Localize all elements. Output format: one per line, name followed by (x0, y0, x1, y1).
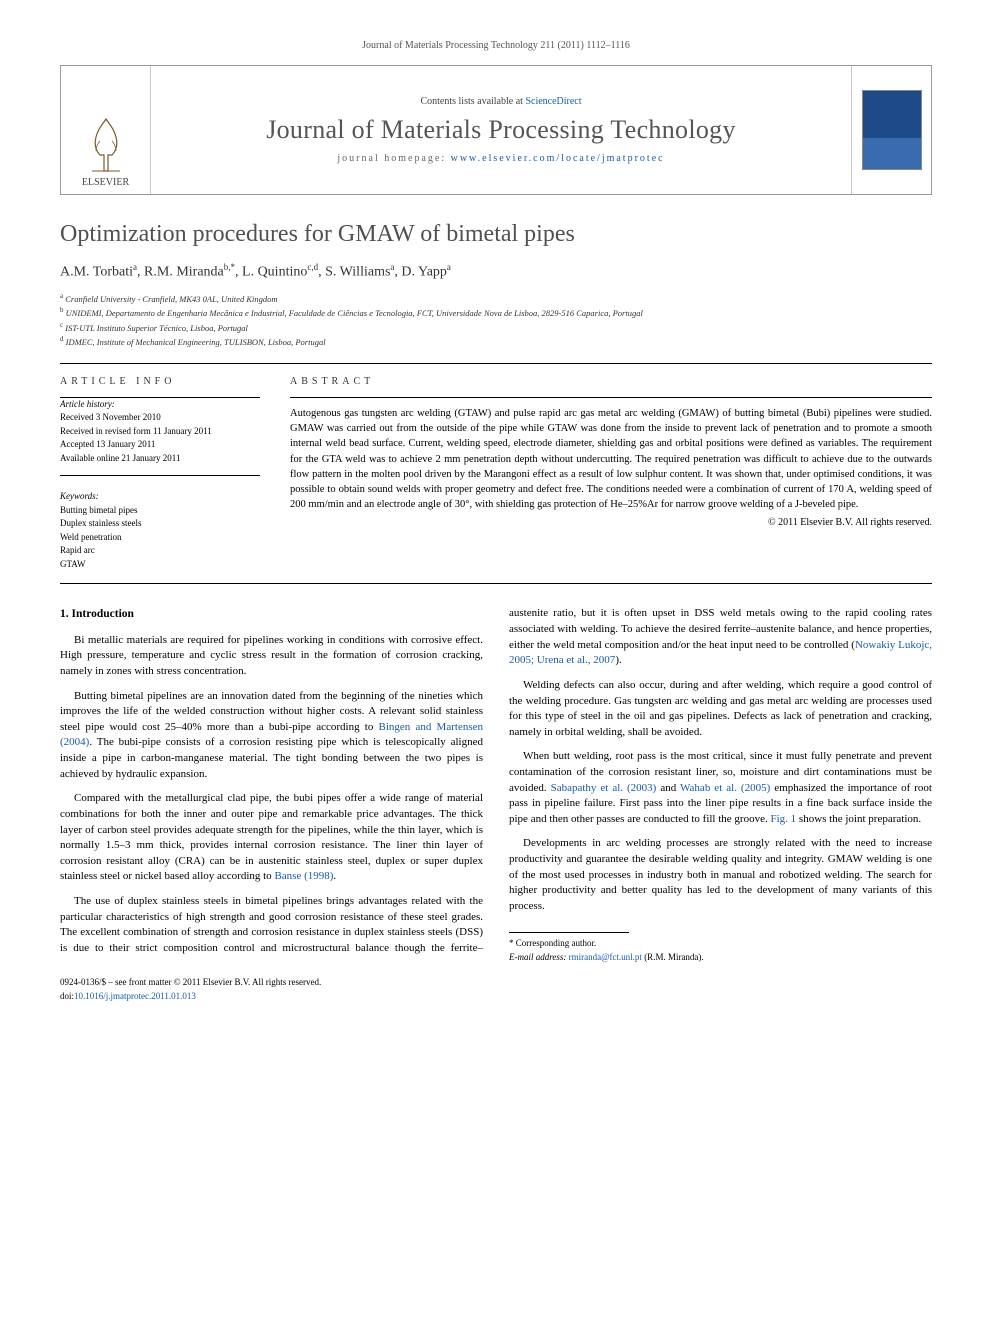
corresponding-email-link[interactable]: rmiranda@fct.unl.pt (569, 952, 642, 962)
homepage-line: journal homepage: www.elsevier.com/locat… (337, 153, 664, 164)
corresponding-author-block: * Corresponding author. E-mail address: … (509, 932, 932, 964)
doi-link[interactable]: 10.1016/j.jmatprotec.2011.01.013 (74, 991, 196, 1001)
affiliation-line: d IDMEC, Institute of Mechanical Enginee… (60, 334, 932, 349)
article-info-column: ARTICLE INFO Article history: Received 3… (60, 376, 260, 572)
affiliation-line: a Cranfield University - Cranfield, MK43… (60, 291, 932, 306)
ref-link[interactable]: Nowakiy Lukojc, 2005; Urena et al., 2007 (509, 639, 932, 667)
article-title: Optimization procedures for GMAW of bime… (60, 221, 932, 248)
article-info-heading: ARTICLE INFO (60, 376, 260, 387)
ref-link[interactable]: Fig. 1 (770, 813, 796, 825)
publisher-name: ELSEVIER (82, 177, 129, 188)
elsevier-tree-icon (82, 115, 130, 175)
intro-heading: 1. Introduction (60, 606, 483, 622)
cover-thumb-block (851, 66, 931, 194)
body-paragraph: Compared with the metallurgical clad pip… (60, 791, 483, 885)
abstract-heading: ABSTRACT (290, 376, 932, 387)
history-head: Article history: (60, 398, 260, 412)
ref-link[interactable]: Bingen and Martensen (2004) (60, 721, 483, 749)
body-paragraph: Welding defects can also occur, during a… (509, 678, 932, 740)
body-paragraph: When butt welding, root pass is the most… (509, 749, 932, 827)
keywords-block: Keywords: Butting bimetal pipesDuplex st… (60, 490, 260, 571)
keyword-item: GTAW (60, 558, 260, 572)
keywords-head: Keywords: (60, 490, 260, 504)
body-columns: 1. Introduction Bi metallic materials ar… (60, 606, 932, 964)
abstract-text: Autogenous gas tungsten arc welding (GTA… (290, 406, 932, 513)
doi-prefix: doi: (60, 991, 74, 1001)
email-suffix: (R.M. Miranda). (644, 952, 704, 962)
authors-line: A.M. Torbatia, R.M. Mirandab,*, L. Quint… (60, 262, 932, 281)
rule-bottom (60, 583, 932, 584)
banner-center: Contents lists available at ScienceDirec… (151, 66, 851, 194)
history-line: Available online 21 January 2011 (60, 452, 260, 466)
journal-cover-icon (862, 90, 922, 170)
affiliations-block: a Cranfield University - Cranfield, MK43… (60, 291, 932, 349)
history-block: Article history: Received 3 November 201… (60, 398, 260, 477)
running-header: Journal of Materials Processing Technolo… (60, 40, 932, 51)
ref-link[interactable]: Wahab et al. (2005) (680, 782, 770, 794)
sciencedirect-link[interactable]: ScienceDirect (525, 96, 581, 107)
affiliation-line: c IST-UTL Instituto Superior Técnico, Li… (60, 320, 932, 335)
body-paragraph: Bi metallic materials are required for p… (60, 633, 483, 680)
homepage-link[interactable]: www.elsevier.com/locate/jmatprotec (451, 153, 665, 164)
contents-prefix: Contents lists available at (420, 96, 525, 107)
keyword-item: Duplex stainless steels (60, 517, 260, 531)
history-line: Accepted 13 January 2011 (60, 438, 260, 452)
journal-banner: ELSEVIER Contents lists available at Sci… (60, 65, 932, 195)
ref-link[interactable]: Sabapathy et al. (2003) (551, 782, 657, 794)
meta-row: ARTICLE INFO Article history: Received 3… (60, 364, 932, 584)
history-line: Received in revised form 11 January 2011 (60, 425, 260, 439)
rule-abstract (290, 397, 932, 398)
footer-rule (509, 932, 629, 933)
body-paragraph: Butting bimetal pipelines are an innovat… (60, 689, 483, 783)
front-matter-line1: 0924-0136/$ – see front matter © 2011 El… (60, 976, 932, 990)
contents-available-line: Contents lists available at ScienceDirec… (420, 96, 581, 107)
keyword-item: Weld penetration (60, 531, 260, 545)
body-paragraph: Developments in arc welding processes ar… (509, 836, 932, 914)
history-line: Received 3 November 2010 (60, 411, 260, 425)
front-matter-block: 0924-0136/$ – see front matter © 2011 El… (60, 976, 932, 1003)
keyword-item: Butting bimetal pipes (60, 504, 260, 518)
affiliation-line: b UNIDEMI, Departamento de Engenharia Me… (60, 305, 932, 320)
copyright-line: © 2011 Elsevier B.V. All rights reserved… (290, 517, 932, 528)
publisher-logo-block: ELSEVIER (61, 66, 151, 194)
keyword-item: Rapid arc (60, 544, 260, 558)
homepage-prefix: journal homepage: (337, 153, 450, 164)
ref-link[interactable]: Banse (1998) (274, 870, 333, 882)
corresponding-label: * Corresponding author. (509, 937, 932, 951)
email-label: E-mail address: (509, 952, 566, 962)
journal-name: Journal of Materials Processing Technolo… (266, 115, 736, 145)
abstract-column: ABSTRACT Autogenous gas tungsten arc wel… (290, 376, 932, 572)
